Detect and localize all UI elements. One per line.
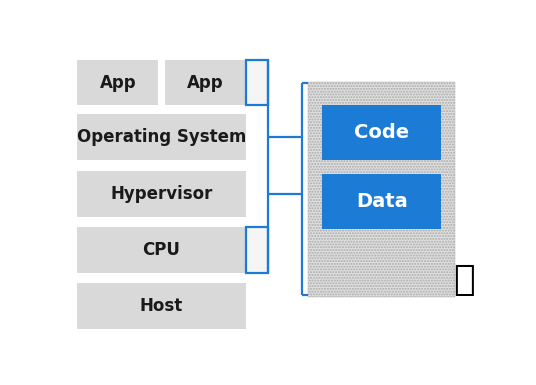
- Text: Host: Host: [140, 297, 183, 315]
- Text: Hypervisor: Hypervisor: [110, 185, 213, 203]
- Bar: [245, 227, 269, 273]
- Bar: [77, 114, 245, 160]
- Bar: [77, 171, 245, 217]
- Bar: [308, 82, 456, 297]
- Text: App: App: [100, 74, 136, 92]
- Text: Operating System: Operating System: [77, 128, 246, 146]
- Bar: [77, 283, 245, 329]
- Text: Code: Code: [354, 124, 409, 142]
- Bar: [308, 82, 456, 297]
- Bar: [323, 105, 441, 160]
- Bar: [77, 60, 159, 105]
- Text: CPU: CPU: [143, 241, 181, 259]
- Bar: [77, 227, 245, 273]
- Text: App: App: [187, 74, 224, 92]
- Bar: [323, 174, 441, 229]
- Text: 🔒: 🔒: [453, 263, 474, 297]
- Bar: [245, 60, 269, 105]
- Bar: [165, 60, 245, 105]
- Text: Data: Data: [356, 192, 407, 211]
